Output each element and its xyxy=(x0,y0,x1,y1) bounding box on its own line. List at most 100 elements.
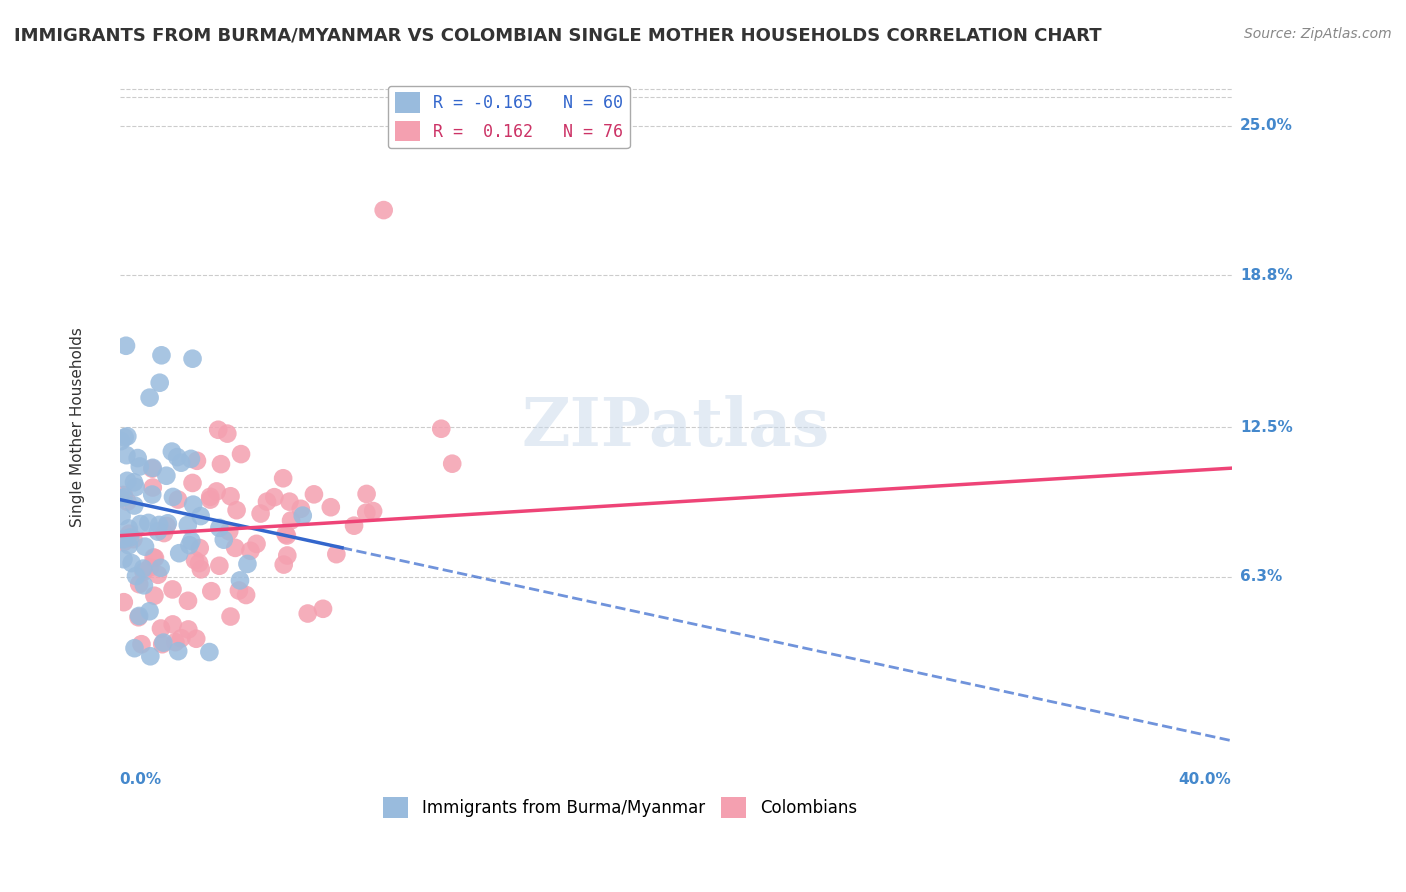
Point xyxy=(343,518,366,533)
Point xyxy=(117,429,139,443)
Point xyxy=(198,490,221,504)
Point xyxy=(207,423,229,437)
Point xyxy=(128,610,150,624)
Point xyxy=(217,426,239,441)
Point xyxy=(149,622,172,636)
Point xyxy=(138,516,160,530)
Point xyxy=(122,532,145,546)
Point xyxy=(356,506,378,520)
Point xyxy=(290,501,312,516)
Text: Source: ZipAtlas.com: Source: ZipAtlas.com xyxy=(1244,27,1392,41)
Point xyxy=(236,557,259,571)
Point xyxy=(118,526,141,541)
Point xyxy=(190,562,212,576)
Point xyxy=(190,509,212,524)
Point xyxy=(263,490,285,504)
Text: 6.3%: 6.3% xyxy=(1240,569,1282,584)
Point xyxy=(112,532,135,546)
Point xyxy=(273,558,295,572)
Point xyxy=(200,584,222,599)
Point xyxy=(186,454,208,468)
Point xyxy=(184,553,207,567)
Point xyxy=(224,541,246,555)
Text: 25.0%: 25.0% xyxy=(1240,118,1292,133)
Point xyxy=(297,607,319,621)
Point xyxy=(131,637,153,651)
Point xyxy=(118,538,141,552)
Point xyxy=(249,507,271,521)
Point xyxy=(181,351,204,366)
Point xyxy=(319,500,342,515)
Point xyxy=(180,533,202,548)
Point xyxy=(114,430,136,444)
Point xyxy=(138,604,160,618)
Point xyxy=(153,526,176,541)
Point xyxy=(132,578,155,592)
Point xyxy=(122,475,145,490)
Text: IMMIGRANTS FROM BURMA/MYANMAR VS COLOMBIAN SINGLE MOTHER HOUSEHOLDS CORRELATION : IMMIGRANTS FROM BURMA/MYANMAR VS COLOMBI… xyxy=(14,27,1102,45)
Point xyxy=(198,645,221,659)
Text: 0.0%: 0.0% xyxy=(120,772,162,787)
Point xyxy=(430,422,453,436)
Point xyxy=(165,635,187,649)
Point xyxy=(291,508,314,523)
Point xyxy=(148,518,170,533)
Point xyxy=(170,632,193,646)
Point xyxy=(128,577,150,591)
Point xyxy=(134,540,156,554)
Point xyxy=(142,481,165,495)
Point xyxy=(118,521,141,535)
Point xyxy=(167,546,190,560)
Point xyxy=(110,491,132,505)
Point xyxy=(110,434,132,449)
Point xyxy=(142,550,165,565)
Point xyxy=(143,589,166,603)
Point xyxy=(441,457,464,471)
Point xyxy=(167,492,190,507)
Point xyxy=(239,543,262,558)
Point xyxy=(325,547,347,561)
Point xyxy=(312,602,335,616)
Point xyxy=(278,494,301,508)
Point xyxy=(139,560,162,574)
Point xyxy=(208,558,231,573)
Point xyxy=(245,537,267,551)
Point xyxy=(177,517,200,532)
Point xyxy=(143,551,166,566)
Point xyxy=(115,339,138,353)
Point xyxy=(228,583,250,598)
Point xyxy=(121,556,143,570)
Point xyxy=(125,569,148,583)
Text: ZIPatlas: ZIPatlas xyxy=(522,394,830,459)
Point xyxy=(120,530,142,544)
Point xyxy=(112,595,135,609)
Point xyxy=(235,588,257,602)
Point xyxy=(152,635,174,649)
Point xyxy=(138,391,160,405)
Point xyxy=(129,516,152,531)
Point xyxy=(155,468,177,483)
Point xyxy=(179,538,201,552)
Point xyxy=(181,475,204,490)
Point xyxy=(361,504,384,518)
Point xyxy=(302,487,325,501)
Point xyxy=(170,456,193,470)
Point xyxy=(146,567,169,582)
Point xyxy=(128,459,150,474)
Text: 12.5%: 12.5% xyxy=(1240,419,1292,434)
Point xyxy=(162,582,184,597)
Point xyxy=(177,594,200,608)
Point xyxy=(225,503,247,517)
Point xyxy=(150,637,173,651)
Point xyxy=(205,484,228,499)
Point xyxy=(373,203,395,218)
Legend: Immigrants from Burma/Myanmar, Colombians: Immigrants from Burma/Myanmar, Colombian… xyxy=(377,791,863,824)
Point xyxy=(166,450,188,464)
Point xyxy=(274,527,297,541)
Point xyxy=(149,376,172,390)
Point xyxy=(112,552,135,566)
Point xyxy=(180,451,202,466)
Point xyxy=(209,457,232,471)
Point xyxy=(256,494,278,508)
Point xyxy=(156,516,179,531)
